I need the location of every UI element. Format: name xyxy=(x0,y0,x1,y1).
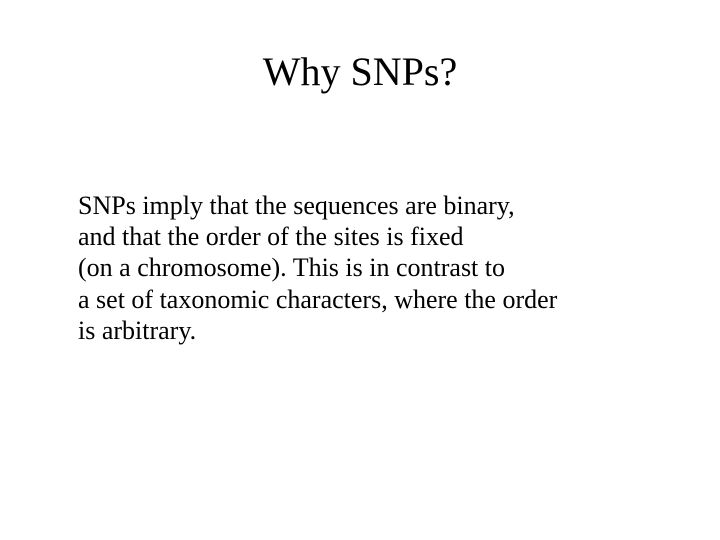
body-line: is arbitrary. xyxy=(78,315,638,346)
body-line: a set of taxonomic characters, where the… xyxy=(78,284,638,315)
slide-title: Why SNPs? xyxy=(0,48,720,95)
body-line: (on a chromosome). This is in contrast t… xyxy=(78,252,638,283)
slide-body: SNPs imply that the sequences are binary… xyxy=(78,190,638,346)
slide: Why SNPs? SNPs imply that the sequences … xyxy=(0,0,720,540)
body-line: SNPs imply that the sequences are binary… xyxy=(78,190,638,221)
body-line: and that the order of the sites is fixed xyxy=(78,221,638,252)
